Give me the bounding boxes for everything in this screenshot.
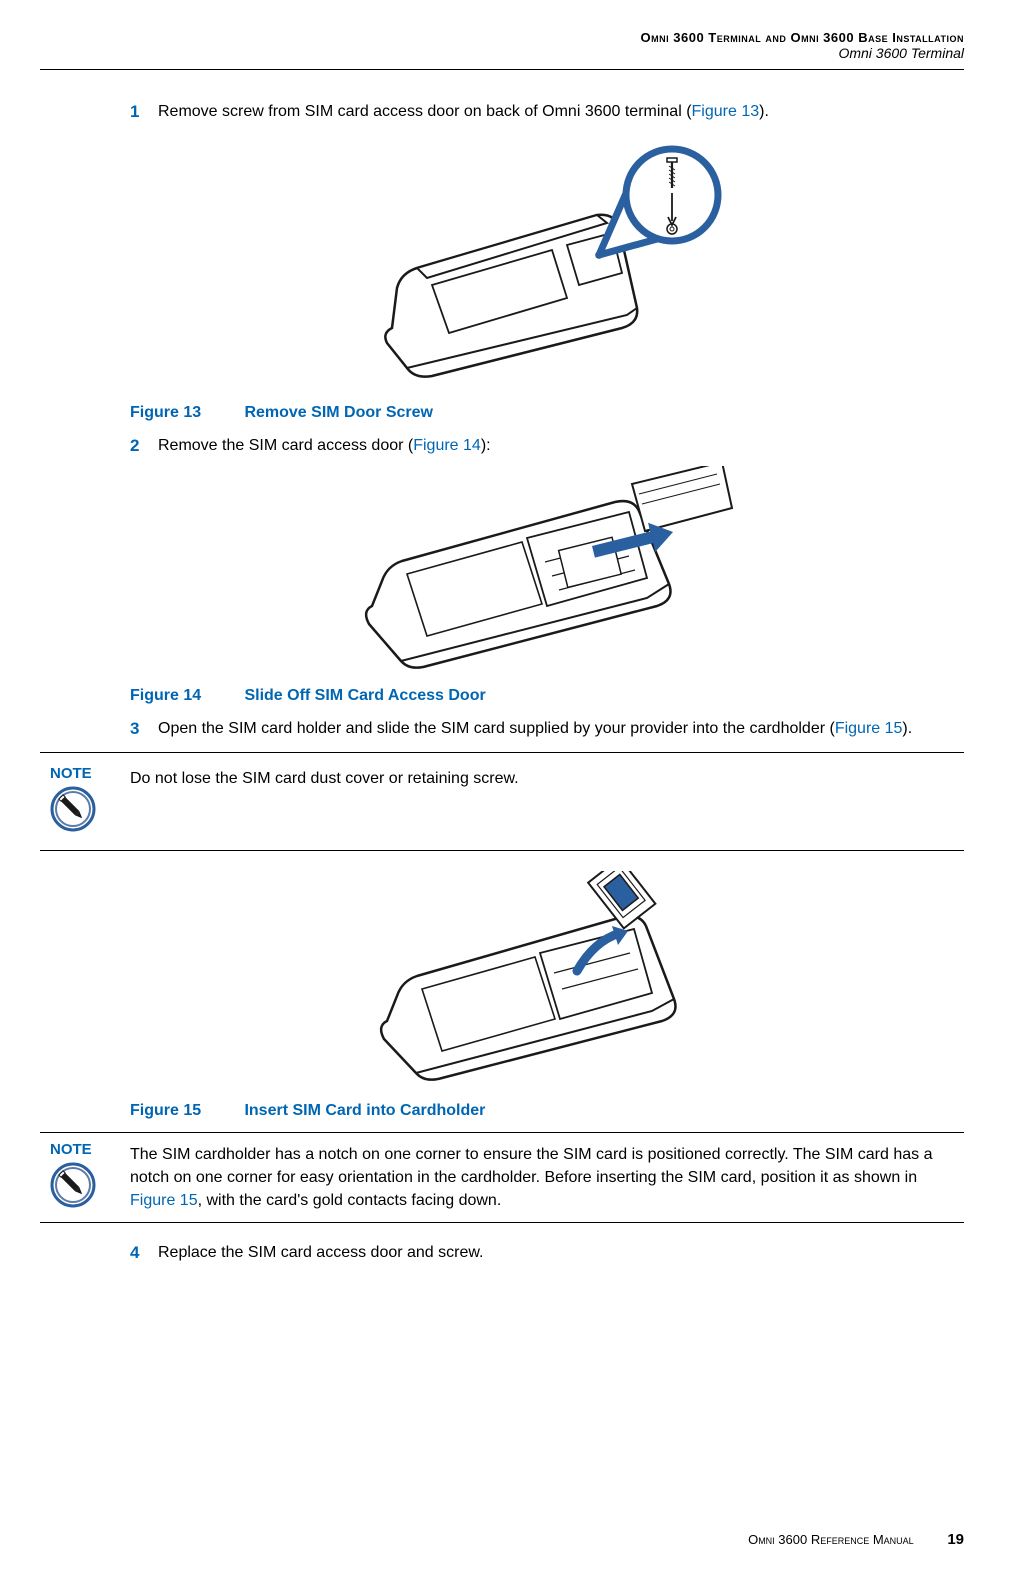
footer-label: Omni 3600 Reference Manual xyxy=(748,1532,914,1547)
page-number: 19 xyxy=(947,1531,964,1548)
header-chapter: Omni 3600 Terminal and Omni 3600 Base In… xyxy=(40,30,964,45)
step-text: Open the SIM card holder and slide the S… xyxy=(158,717,954,742)
figure-link-15[interactable]: Figure 15 xyxy=(835,720,903,737)
page-header: Omni 3600 Terminal and Omni 3600 Base In… xyxy=(40,30,964,61)
step-number: 1 xyxy=(130,100,158,125)
figure-13-image xyxy=(130,133,954,398)
step-1: 1 Remove screw from SIM card access door… xyxy=(130,100,954,125)
figure-link-14[interactable]: Figure 14 xyxy=(413,437,481,454)
note-label: NOTE xyxy=(50,1141,130,1158)
step-2: 2 Remove the SIM card access door (Figur… xyxy=(130,434,954,459)
step-text: Replace the SIM card access door and scr… xyxy=(158,1241,954,1266)
figure-link-15[interactable]: Figure 15 xyxy=(130,1192,198,1209)
header-rule xyxy=(40,69,964,70)
note-text: Do not lose the SIM card dust cover or r… xyxy=(130,765,954,790)
step-number: 4 xyxy=(130,1241,158,1266)
figure-15-caption: Figure 15 Insert SIM Card into Cardholde… xyxy=(130,1102,954,1120)
step-3: 3 Open the SIM card holder and slide the… xyxy=(130,717,954,742)
header-section: Omni 3600 Terminal xyxy=(40,45,964,61)
figure-14-image xyxy=(130,466,954,681)
note-left: NOTE xyxy=(40,1141,130,1208)
page-footer: Omni 3600 Reference Manual 19 xyxy=(748,1531,964,1548)
figure-13-caption: Figure 13 Remove SIM Door Screw xyxy=(130,404,954,422)
note-text: The SIM cardholder has a notch on one co… xyxy=(130,1141,954,1213)
note-left: NOTE xyxy=(40,765,130,832)
note-label: NOTE xyxy=(50,765,130,782)
figure-14-caption: Figure 14 Slide Off SIM Card Access Door xyxy=(130,687,954,705)
step-4: 4 Replace the SIM card access door and s… xyxy=(130,1241,954,1266)
step-number: 3 xyxy=(130,717,158,742)
step-text: Remove screw from SIM card access door o… xyxy=(158,100,954,125)
pencil-note-icon xyxy=(50,786,96,832)
content-area: 1 Remove screw from SIM card access door… xyxy=(40,100,964,742)
figure-link-13[interactable]: Figure 13 xyxy=(692,103,760,120)
pencil-note-icon xyxy=(50,1162,96,1208)
figure-15-image xyxy=(130,871,954,1096)
step-text: Remove the SIM card access door (Figure … xyxy=(158,434,954,459)
note-block-1: NOTE Do not lose the SIM card dust cover… xyxy=(40,752,964,851)
step-number: 2 xyxy=(130,434,158,459)
note-block-2: NOTE The SIM cardholder has a notch on o… xyxy=(40,1132,964,1224)
